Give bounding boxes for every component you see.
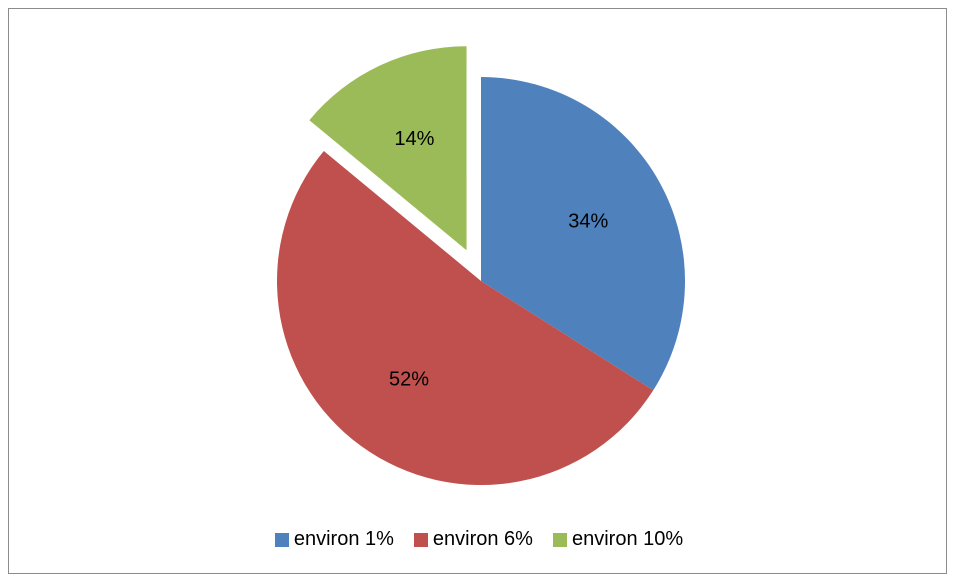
legend-swatch-environ-10 [552,532,567,547]
legend-label-environ-10: environ 10% [571,528,684,550]
pie-slice-environ-6 [277,150,654,485]
legend-swatch-environ-6 [413,532,428,547]
legend-swatch-environ-1 [274,532,289,547]
legend-item-environ-6: environ 6% [413,528,533,551]
legend-label-environ-6: environ 6% [432,528,533,550]
legend-item-environ-10: environ 10% [552,528,684,551]
pie-slice-environ-10 [309,46,467,251]
slice-value-label: 34% [568,210,608,232]
legend-item-environ-1: environ 1% [274,528,394,551]
slice-value-label: 52% [389,368,429,390]
legend-label-environ-1: environ 1% [293,528,394,550]
pie-slice-environ-1 [481,77,685,391]
slice-value-label: 14% [394,128,434,150]
legend: environ 1% environ 6% environ 10% [0,528,958,551]
